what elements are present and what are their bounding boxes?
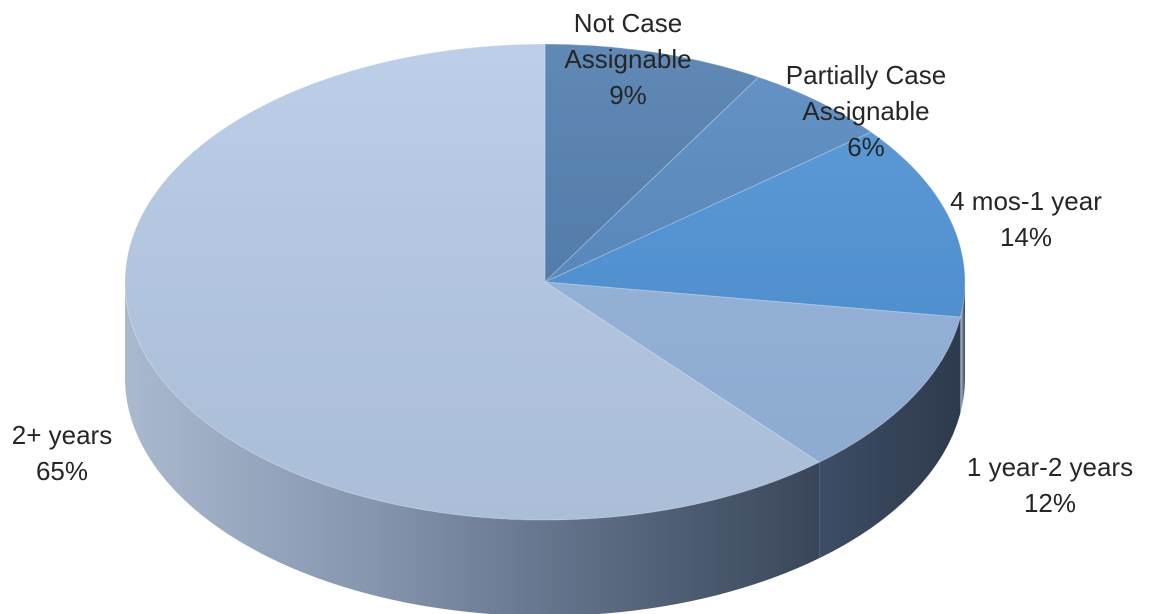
data-label-partially-case-assignable: Partially Case Assignable 6% bbox=[786, 60, 946, 162]
data-label-percent: 6% bbox=[847, 132, 885, 162]
data-label-percent: 14% bbox=[1000, 222, 1052, 252]
data-label-category: 4 mos-1 year bbox=[950, 186, 1102, 216]
data-label-2-years: 2+ years 65% bbox=[12, 420, 112, 486]
data-label-percent: 12% bbox=[1024, 488, 1076, 518]
pie-top-shading bbox=[125, 44, 965, 520]
data-label-category: 2+ years bbox=[12, 420, 112, 450]
pie-side-wall-3 bbox=[819, 317, 961, 559]
pie-side-wall-4 bbox=[125, 282, 820, 614]
data-label-percent: 9% bbox=[609, 80, 647, 110]
pie-side-layer bbox=[125, 282, 965, 614]
data-label-4-mos-1-year: 4 mos-1 year 14% bbox=[950, 186, 1102, 252]
data-label-percent: 65% bbox=[36, 456, 88, 486]
data-label-1-year-2-years: 1 year-2 years 12% bbox=[967, 452, 1133, 518]
pie-top-layer bbox=[124, 43, 966, 521]
data-label-category: Not Case bbox=[574, 8, 682, 38]
data-label-category: Assignable bbox=[564, 44, 691, 74]
data-label-not-case-assignable: Not Case Assignable 9% bbox=[564, 8, 691, 110]
pie-side-wall-2 bbox=[960, 282, 965, 414]
pie-labels: Not Case Assignable 9% Partially Case Assign… bbox=[12, 8, 1133, 518]
data-label-category: Assignable bbox=[802, 96, 929, 126]
data-label-category: Partially Case bbox=[786, 60, 946, 90]
data-label-category: 1 year-2 years bbox=[967, 452, 1133, 482]
